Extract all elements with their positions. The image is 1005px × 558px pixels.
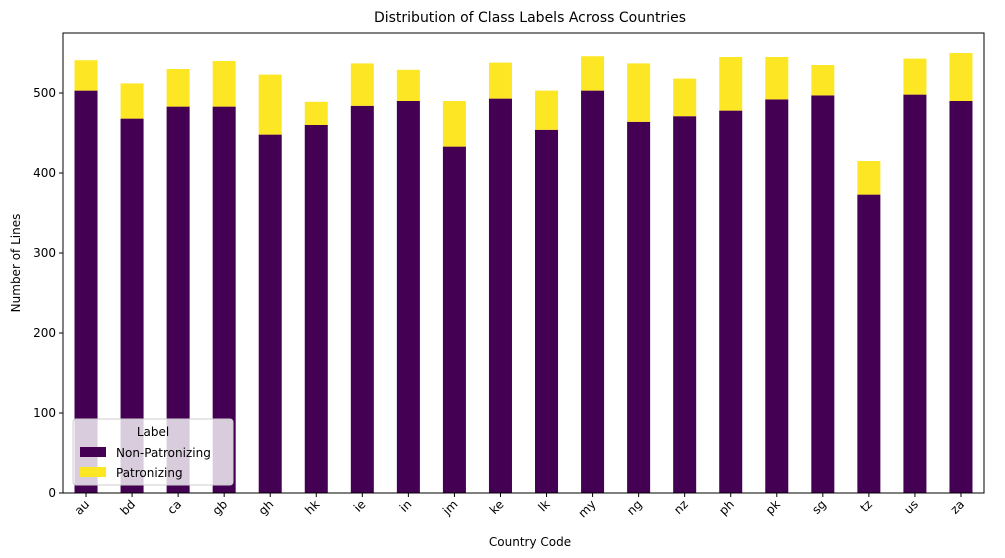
bar-in-non-patronizing <box>396 101 420 493</box>
bar-pk-non-patronizing <box>765 99 789 494</box>
bar-gb-patronizing <box>212 61 236 107</box>
bar-hk-non-patronizing <box>304 125 328 493</box>
x-tick-label-gh: gh <box>256 497 277 518</box>
y-axis-title: Number of Lines <box>9 214 23 313</box>
x-axis-title: Country Code <box>489 535 571 549</box>
y-axis: 0 100 200 300 400 500 <box>33 86 63 500</box>
bar-ca-non-patronizing <box>166 106 190 493</box>
bar-bd-non-patronizing <box>120 118 144 493</box>
x-tick-label-ke: ke <box>487 497 507 517</box>
bar-jm-patronizing <box>442 101 466 147</box>
bar-ph-patronizing <box>719 57 743 111</box>
x-tick-label-jm: jm <box>439 497 460 518</box>
legend-swatch-non-patronizing <box>80 447 106 457</box>
x-tick-label-ie: ie <box>351 497 368 514</box>
bar-au-non-patronizing <box>74 90 98 493</box>
bar-ie-non-patronizing <box>350 105 374 494</box>
bar-nz-non-patronizing <box>673 116 697 493</box>
legend: Label Non-Patronizing Patronizing <box>72 418 234 486</box>
bar-in-patronizing <box>396 69 420 101</box>
bar-au-patronizing <box>74 60 98 91</box>
x-tick-label-ph: ph <box>716 497 737 518</box>
x-tick-label-lk: lk <box>535 497 552 514</box>
x-tick-label-au: au <box>72 497 92 517</box>
bar-us-non-patronizing <box>903 94 927 493</box>
bar-my-patronizing <box>581 56 605 91</box>
bar-us-patronizing <box>903 58 927 95</box>
x-tick-label-nz: nz <box>671 497 691 517</box>
legend-box <box>72 418 234 486</box>
x-tick-label-my: my <box>576 497 599 520</box>
bar-gh-non-patronizing <box>258 134 282 493</box>
plot-frame <box>62 32 985 494</box>
y-tick-label: 500 <box>33 86 56 100</box>
bar-pk-patronizing <box>765 57 789 100</box>
bar-za-patronizing <box>949 53 973 101</box>
bar-sg-patronizing <box>811 65 835 96</box>
bar-lk-non-patronizing <box>535 129 559 494</box>
bar-za-non-patronizing <box>949 101 973 493</box>
bars-group <box>74 53 973 494</box>
x-tick-label-tz: tz <box>857 497 875 515</box>
bar-hk-patronizing <box>304 101 328 125</box>
bar-ng-patronizing <box>627 63 651 122</box>
x-tick-label-us: us <box>901 497 921 517</box>
y-tick-label: 300 <box>33 246 56 260</box>
x-tick-label-ng: ng <box>624 497 645 518</box>
x-tick-label-bd: bd <box>118 497 139 518</box>
bar-bd-patronizing <box>120 83 144 119</box>
y-tick-label: 200 <box>33 326 56 340</box>
x-tick-label-pk: pk <box>763 497 783 517</box>
legend-label-non-patronizing: Non-Patronizing <box>116 446 211 460</box>
legend-title: Label <box>137 425 169 439</box>
x-tick-label-hk: hk <box>302 497 322 517</box>
x-axis: au bd ca gb gh hk ie in jm ke lk my ng nz ph pk sg tz us za <box>72 493 967 520</box>
bar-gh-patronizing <box>258 74 282 135</box>
bar-gb-non-patronizing <box>212 106 236 493</box>
y-tick-label: 400 <box>33 166 56 180</box>
x-tick-label-in: in <box>397 497 415 515</box>
bar-ca-patronizing <box>166 69 190 107</box>
bar-ke-non-patronizing <box>488 98 512 493</box>
bar-tz-patronizing <box>857 161 881 195</box>
x-tick-label-za: za <box>948 497 968 517</box>
bar-ie-patronizing <box>350 63 374 106</box>
chart-title: Distribution of Class Labels Across Coun… <box>374 10 686 26</box>
bar-lk-patronizing <box>535 90 559 130</box>
x-tick-label-gb: gb <box>210 497 231 518</box>
bar-tz-non-patronizing <box>857 194 881 493</box>
legend-swatch-patronizing <box>80 467 106 477</box>
bar-my-non-patronizing <box>581 90 605 493</box>
legend-label-patronizing: Patronizing <box>116 466 183 480</box>
y-tick-label: 0 <box>48 486 56 500</box>
bar-ke-patronizing <box>488 62 512 99</box>
bar-jm-non-patronizing <box>442 146 466 493</box>
bar-sg-non-patronizing <box>811 95 835 494</box>
bar-nz-patronizing <box>673 78 697 117</box>
y-tick-label: 100 <box>33 406 56 420</box>
bar-ng-non-patronizing <box>627 121 651 494</box>
x-tick-label-sg: sg <box>809 497 829 517</box>
x-tick-label-ca: ca <box>164 497 184 517</box>
bar-ph-non-patronizing <box>719 110 743 493</box>
